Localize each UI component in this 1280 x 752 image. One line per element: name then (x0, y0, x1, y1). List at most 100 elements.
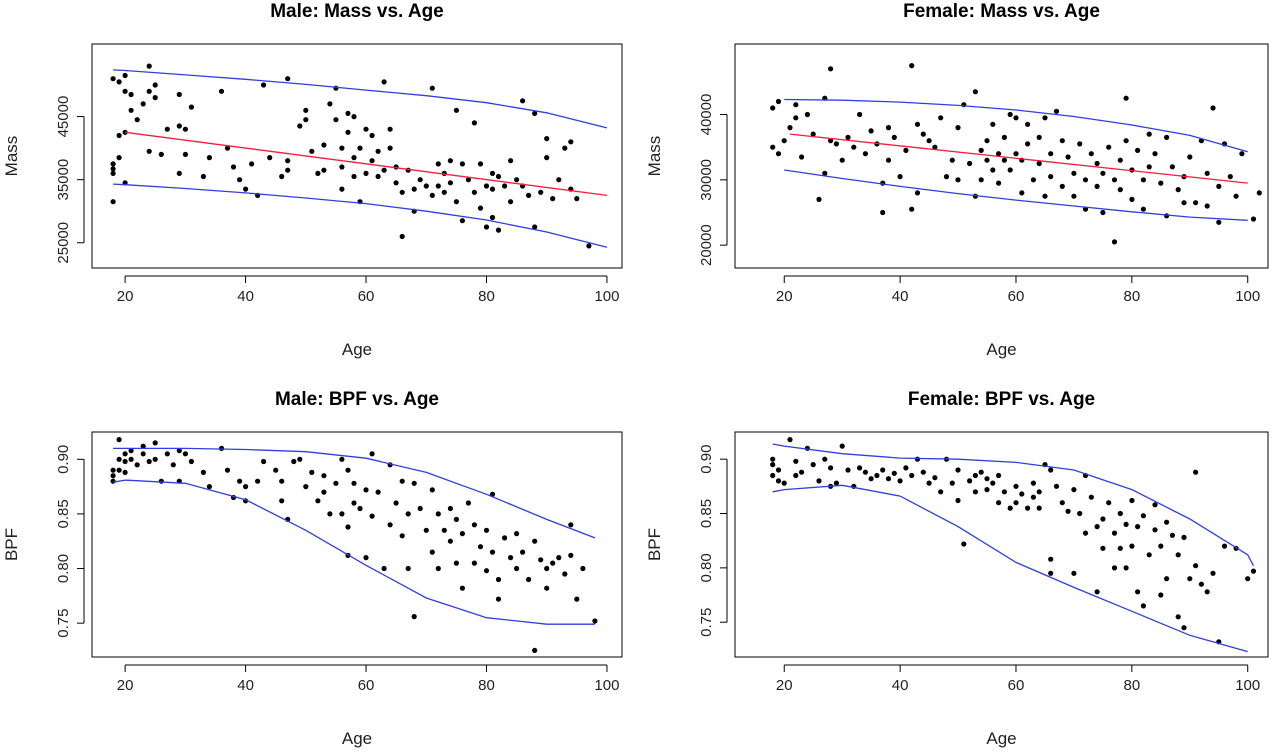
data-point (770, 462, 776, 468)
x-axis-label: Age (342, 729, 372, 748)
data-point (441, 189, 447, 195)
data-point (339, 164, 345, 170)
data-point (1013, 115, 1019, 121)
data-point (435, 511, 441, 517)
data-point (1135, 524, 1141, 530)
data-point (375, 148, 381, 154)
data-point (770, 105, 776, 111)
panel-female-mass-vs-age: Female: Mass vs. Age 20 40 60 80 100 Age 20000 3… (645, 1, 1269, 359)
regression-line (789, 133, 1248, 184)
data-point (411, 186, 417, 192)
data-point (315, 170, 321, 176)
data-point (381, 79, 387, 85)
data-point (1100, 516, 1106, 522)
data-point (1187, 154, 1193, 160)
data-point (938, 489, 944, 495)
data-point (955, 467, 961, 473)
x-tick-label: 60 (358, 288, 375, 305)
data-point (550, 196, 556, 202)
upper-bound-curve (113, 447, 596, 539)
data-point (423, 183, 429, 189)
data-point (128, 456, 134, 462)
x-tick-label: 80 (478, 288, 495, 305)
data-point (483, 527, 490, 533)
data-point (176, 170, 182, 176)
data-point (574, 596, 580, 602)
data-point (949, 480, 955, 486)
data-point (972, 489, 979, 495)
data-point (230, 164, 237, 170)
x-tick-label: 20 (776, 677, 793, 694)
lower-bound-curve (784, 169, 1248, 221)
data-point (453, 107, 459, 113)
y-tick-label: 45000 (55, 96, 72, 138)
data-point (116, 79, 122, 85)
data-point (381, 167, 387, 173)
data-point (990, 121, 996, 127)
data-point (279, 173, 285, 180)
data-point (804, 111, 811, 118)
data-point (369, 158, 375, 164)
data-point (1048, 174, 1054, 180)
y-tick-label: 35000 (55, 159, 72, 201)
data-point (146, 88, 152, 94)
data-point (375, 489, 381, 495)
data-point (140, 101, 146, 107)
data-point (297, 123, 303, 129)
y-tick-label: 0.80 (55, 554, 72, 583)
data-point (489, 214, 496, 221)
data-point (1048, 556, 1054, 562)
y-axis-label: Mass (645, 136, 664, 177)
y-axis: 0.75 0.80 0.85 0.90 (55, 445, 85, 638)
data-point (1140, 206, 1146, 212)
data-point (857, 111, 863, 118)
scatter-points (770, 63, 1262, 245)
data-point (799, 154, 805, 160)
data-point (429, 549, 435, 555)
data-point (1169, 532, 1175, 538)
data-point (1071, 193, 1077, 199)
data-point (176, 91, 182, 98)
data-point (932, 475, 938, 481)
data-point (152, 456, 158, 462)
data-point (781, 480, 787, 486)
data-point (514, 177, 520, 183)
data-point (465, 500, 471, 506)
y-tick-label: 0.75 (55, 609, 72, 638)
data-point (339, 456, 345, 462)
data-point (520, 98, 526, 104)
data-point (110, 199, 116, 205)
data-point (1042, 193, 1048, 199)
data-point (303, 117, 309, 123)
data-point (224, 467, 231, 473)
data-point (345, 467, 351, 473)
y-axis-label: Mass (2, 136, 21, 177)
x-tick-label: 40 (892, 677, 909, 694)
data-point (538, 189, 544, 195)
data-point (399, 533, 405, 539)
data-point (1065, 508, 1071, 514)
data-point (122, 469, 128, 475)
data-point (1146, 164, 1152, 170)
data-point (134, 117, 140, 123)
data-point (110, 76, 116, 82)
y-tick-label: 0.75 (698, 608, 715, 637)
data-point (399, 189, 405, 195)
data-point (793, 102, 799, 108)
data-point (405, 565, 411, 572)
data-point (816, 196, 822, 202)
data-point (781, 138, 787, 144)
data-point (273, 467, 279, 473)
data-point (152, 95, 158, 101)
data-point (903, 465, 909, 471)
data-point (909, 206, 915, 212)
data-point (435, 161, 441, 167)
data-point (477, 161, 484, 167)
data-point (116, 132, 122, 139)
data-point (188, 104, 194, 110)
x-axis: 20 40 60 80 100 (776, 664, 1260, 694)
chart-title: Male: BPF vs. Age (275, 389, 439, 410)
data-point (158, 151, 164, 157)
data-point (429, 192, 435, 198)
data-point (393, 500, 399, 506)
